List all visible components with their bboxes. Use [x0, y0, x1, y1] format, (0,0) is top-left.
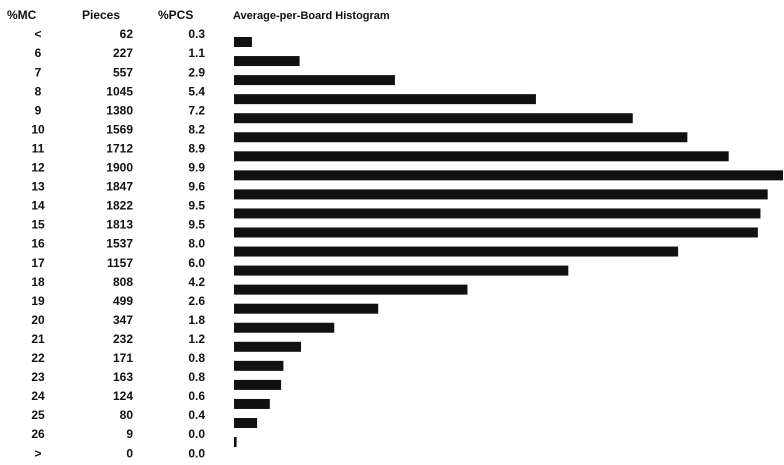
pcs-value: 8.0 [188, 237, 205, 251]
pcs-value: 9.5 [188, 218, 205, 232]
mc-label: 21 [31, 332, 45, 346]
bar [234, 265, 569, 276]
bar [234, 170, 783, 181]
pieces-value: 62 [120, 27, 134, 41]
pcs-value: 2.9 [188, 65, 205, 79]
bar [234, 379, 282, 390]
bar [234, 113, 633, 124]
pieces-value: 1045 [106, 84, 133, 98]
mc-label: 8 [35, 84, 42, 98]
column-header: Pieces [82, 8, 120, 22]
pieces-value: 1712 [106, 141, 133, 155]
mc-label: 22 [31, 351, 45, 365]
bar [234, 398, 270, 409]
mc-label: 19 [31, 294, 45, 308]
bar [234, 437, 237, 448]
mc-label: 26 [31, 427, 45, 441]
bar [234, 303, 379, 314]
mc-label: 7 [35, 65, 42, 79]
column-header: %PCS [158, 8, 193, 22]
pieces-value: 1847 [106, 180, 133, 194]
bar [234, 132, 688, 143]
bar [234, 360, 284, 371]
pcs-value: 8.9 [188, 141, 205, 155]
mc-label: 17 [31, 256, 45, 270]
pcs-value: 2.6 [188, 294, 205, 308]
mc-label: 15 [31, 218, 45, 232]
mc-label: 11 [32, 141, 45, 155]
pieces-value: 1569 [106, 122, 133, 136]
bar [234, 37, 252, 47]
mc-label: 20 [31, 313, 45, 327]
pieces-value: 1900 [106, 161, 133, 175]
pcs-value: 4.2 [188, 275, 205, 289]
mc-label: 23 [31, 370, 45, 384]
bar [234, 189, 768, 200]
pcs-value: 0.4 [188, 408, 205, 422]
bar [234, 208, 761, 219]
mc-label: 14 [31, 199, 45, 213]
pieces-value: 557 [113, 65, 133, 79]
pieces-value: 9 [126, 427, 133, 441]
pcs-value: 9.9 [188, 161, 205, 175]
pieces-value: 347 [113, 313, 133, 327]
pcs-value: 7.2 [188, 103, 205, 117]
pcs-value: 0.0 [188, 427, 205, 441]
pieces-value: 171 [113, 351, 133, 365]
mc-label: 25 [31, 408, 45, 422]
pcs-value: 9.6 [188, 180, 205, 194]
pieces-value: 1157 [107, 256, 133, 270]
bar [234, 75, 395, 86]
mc-label: 12 [31, 161, 45, 175]
pcs-value: 0.3 [188, 27, 205, 41]
pieces-value: 499 [113, 294, 133, 308]
pcs-value: 1.8 [188, 313, 205, 327]
mc-label: 18 [31, 275, 45, 289]
pieces-value: 808 [113, 275, 133, 289]
pieces-value: 124 [113, 389, 133, 403]
mc-label: 13 [31, 180, 45, 194]
pieces-value: 232 [113, 332, 133, 346]
bar [234, 56, 300, 67]
pcs-value: 0.8 [188, 370, 205, 384]
pieces-value: 1380 [106, 103, 133, 117]
pcs-value: 1.2 [188, 332, 205, 346]
column-header: %MC [7, 8, 37, 22]
mc-label: 16 [31, 237, 45, 251]
bar [234, 227, 758, 238]
bar [234, 94, 536, 105]
bar [234, 284, 468, 295]
mc-label: > [34, 446, 41, 460]
bar [234, 341, 302, 352]
bar [234, 418, 258, 428]
pieces-value: 80 [120, 408, 134, 422]
pcs-value: 0.0 [188, 446, 205, 460]
pcs-value: 5.4 [188, 84, 205, 98]
pieces-value: 1537 [106, 237, 133, 251]
mc-label: 24 [31, 389, 45, 403]
mc-label: 10 [31, 122, 45, 136]
pieces-value: 227 [113, 46, 133, 60]
pcs-value: 8.2 [188, 122, 205, 136]
pcs-value: 9.5 [188, 199, 205, 213]
bar [234, 246, 679, 257]
pcs-value: 0.8 [188, 351, 205, 365]
mc-label: 6 [35, 46, 42, 60]
pcs-value: 6.0 [188, 256, 205, 270]
mc-label: < [34, 27, 41, 41]
pcs-value: 1.1 [188, 46, 205, 60]
bar [234, 322, 335, 333]
pieces-value: 0 [126, 446, 133, 460]
mc-label: 9 [35, 103, 42, 117]
pieces-value: 1813 [106, 218, 133, 232]
pieces-value: 163 [113, 370, 133, 384]
pcs-value: 0.6 [188, 389, 205, 403]
chart-title: Average-per-Board Histogram [233, 10, 390, 22]
pieces-value: 1822 [106, 199, 133, 213]
bar [234, 151, 729, 162]
